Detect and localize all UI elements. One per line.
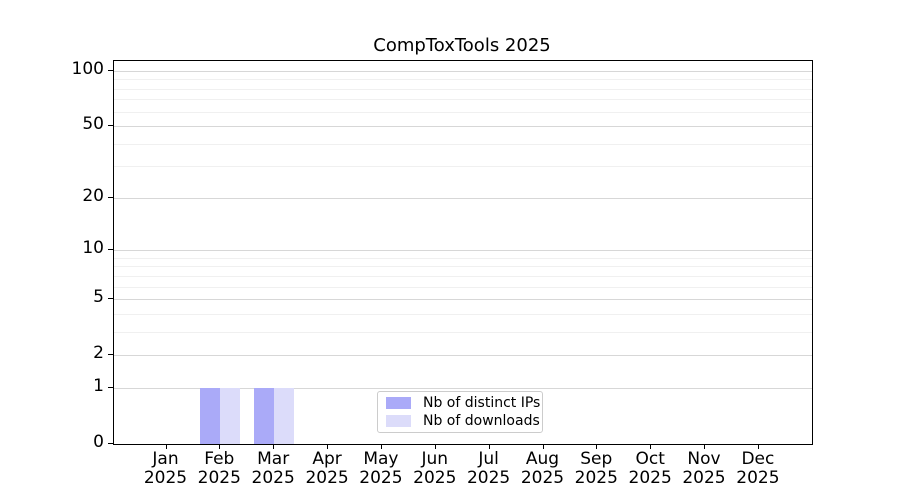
x-tick-label: Nov 2025 bbox=[682, 449, 726, 488]
legend: Nb of distinct IPs Nb of downloads bbox=[377, 391, 543, 433]
bar-distinct-ips bbox=[200, 387, 221, 444]
x-tick-mark bbox=[219, 444, 221, 449]
gridline-minor bbox=[114, 88, 812, 90]
x-tick-mark bbox=[380, 444, 382, 449]
gridline-major bbox=[114, 126, 812, 127]
bar-downloads bbox=[274, 387, 295, 444]
y-tick-mark bbox=[108, 298, 113, 300]
legend-item-downloads: Nb of downloads bbox=[386, 413, 542, 429]
x-tick-label: Feb 2025 bbox=[197, 449, 241, 488]
chart-title: CompToxTools 2025 bbox=[373, 35, 551, 56]
legend-label-downloads: Nb of downloads bbox=[423, 413, 540, 430]
gridline-major bbox=[114, 250, 812, 252]
x-tick-mark bbox=[704, 444, 705, 449]
gridline-major bbox=[114, 197, 812, 199]
gridline-major bbox=[114, 299, 812, 301]
y-tick-mark bbox=[108, 125, 113, 126]
y-tick-mark bbox=[108, 249, 113, 251]
gridline-major bbox=[114, 355, 812, 357]
y-tick-label: 100 bbox=[71, 58, 104, 79]
x-tick-label: Jun 2025 bbox=[413, 449, 457, 488]
bar-downloads bbox=[220, 387, 241, 444]
gridline-minor bbox=[114, 257, 812, 259]
y-tick-mark bbox=[108, 386, 113, 388]
gridline-minor bbox=[114, 275, 812, 277]
gridline-minor bbox=[114, 286, 812, 288]
x-tick-mark bbox=[327, 444, 329, 449]
x-tick-label: Mar 2025 bbox=[251, 449, 295, 488]
gridline-major bbox=[114, 387, 812, 389]
x-tick-mark bbox=[165, 444, 167, 449]
y-tick-mark bbox=[108, 354, 113, 356]
gridline-minor bbox=[114, 99, 812, 101]
y-tick-label: 1 bbox=[93, 376, 104, 397]
plot-area: Nb of distinct IPs Nb of downloads bbox=[113, 60, 813, 445]
x-tick-label: Apr 2025 bbox=[305, 449, 349, 488]
gridline-minor bbox=[114, 111, 812, 113]
gridline-minor bbox=[114, 143, 812, 145]
gridline-minor bbox=[114, 313, 812, 315]
y-tick-label: 5 bbox=[93, 287, 104, 308]
x-tick-label: Jan 2025 bbox=[143, 449, 188, 488]
gridline-minor bbox=[114, 331, 812, 333]
x-tick-label: Dec 2025 bbox=[736, 449, 780, 488]
gridline-minor bbox=[114, 266, 812, 268]
x-tick-mark bbox=[273, 444, 275, 449]
x-tick-label: Aug 2025 bbox=[520, 449, 565, 488]
y-tick-label: 0 bbox=[93, 432, 104, 453]
x-tick-label: Oct 2025 bbox=[628, 449, 672, 488]
y-tick-mark bbox=[108, 196, 113, 198]
gridline-minor bbox=[114, 166, 812, 168]
legend-swatch-downloads-icon bbox=[386, 415, 411, 428]
legend-swatch-distinct-ips-icon bbox=[386, 396, 411, 409]
y-tick-mark bbox=[108, 443, 113, 444]
x-tick-mark bbox=[488, 444, 490, 449]
x-tick-mark bbox=[596, 444, 598, 449]
x-tick-label: Jul 2025 bbox=[466, 449, 511, 488]
legend-item-distinct-ips: Nb of distinct IPs bbox=[386, 395, 542, 411]
y-tick-label: 50 bbox=[82, 114, 104, 135]
x-tick-label: May 2025 bbox=[359, 449, 403, 488]
legend-label-distinct-ips: Nb of distinct IPs bbox=[423, 394, 541, 411]
y-tick-label: 10 bbox=[82, 238, 104, 259]
x-tick-mark bbox=[542, 444, 544, 449]
gridline-major bbox=[114, 70, 812, 72]
y-tick-label: 2 bbox=[93, 343, 104, 364]
y-tick-mark bbox=[108, 69, 113, 71]
x-tick-mark bbox=[434, 444, 436, 449]
bar-distinct-ips bbox=[254, 387, 275, 444]
x-tick-mark bbox=[650, 444, 652, 449]
x-tick-label: Sep 2025 bbox=[574, 449, 618, 488]
gridline-minor bbox=[114, 79, 812, 81]
y-tick-label: 20 bbox=[82, 185, 104, 206]
x-tick-mark bbox=[757, 444, 759, 449]
